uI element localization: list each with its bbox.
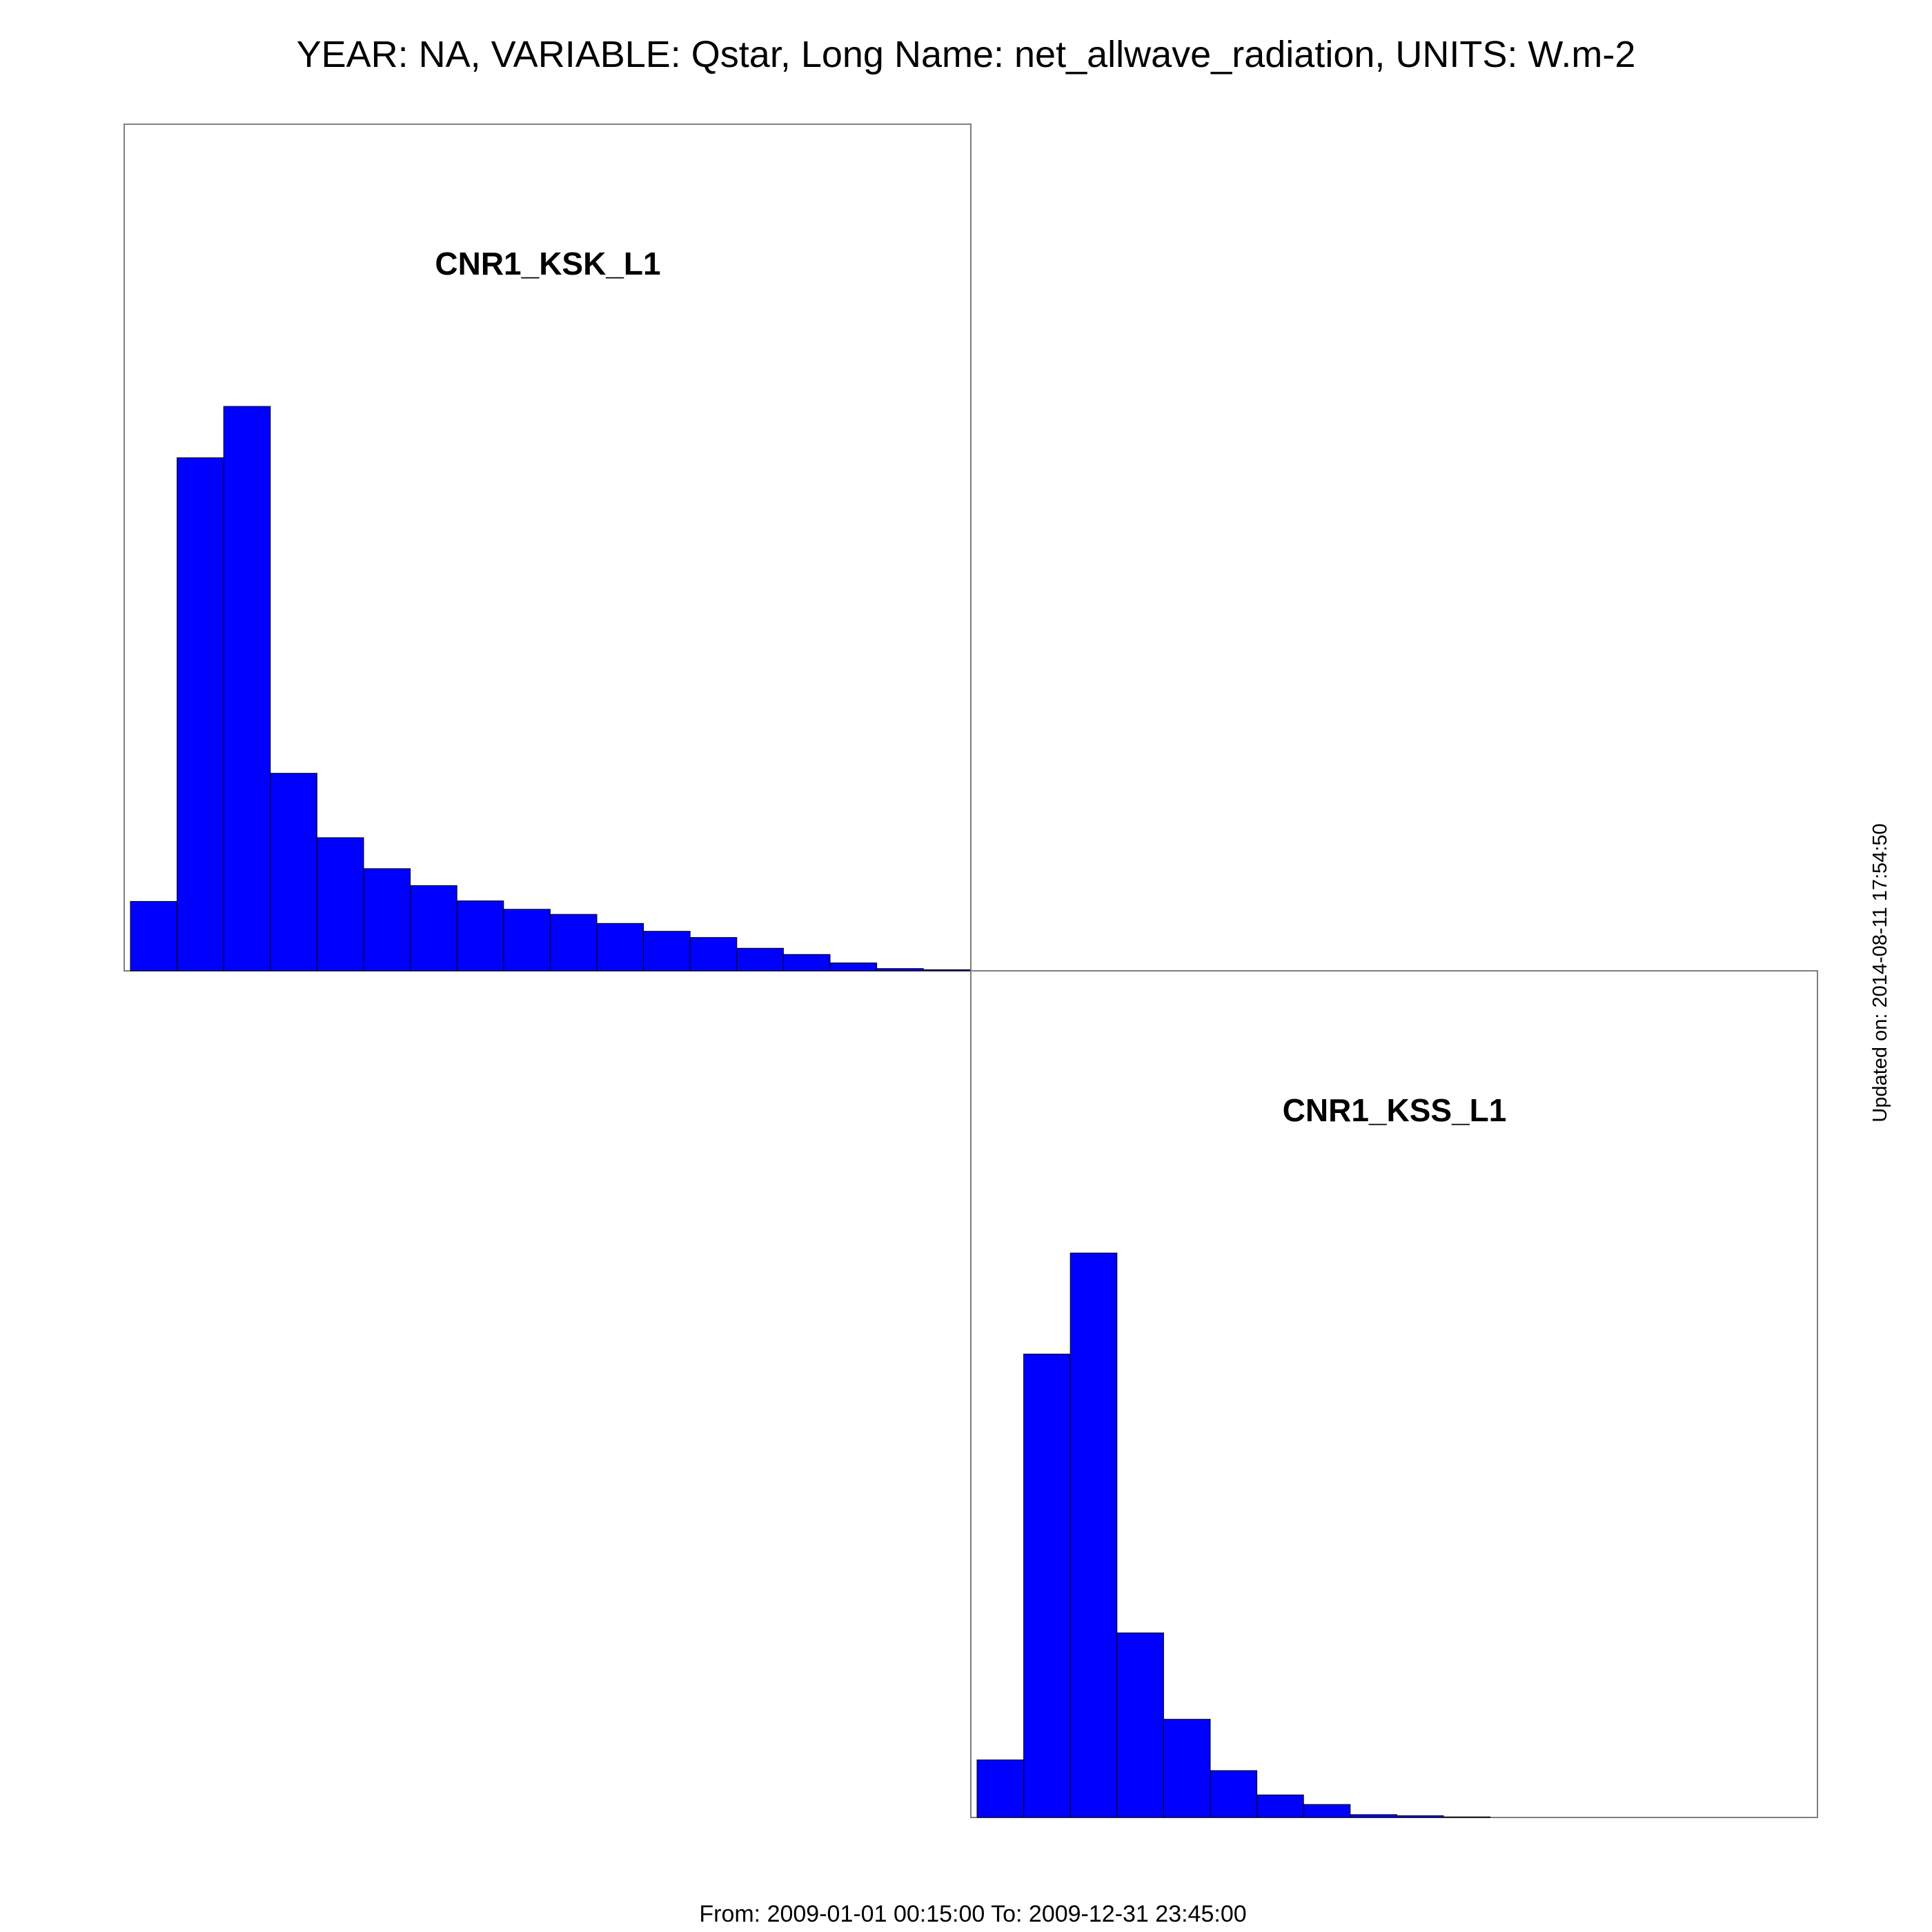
histogram-bar xyxy=(1116,1633,1164,1818)
histogram-bar xyxy=(177,457,224,972)
panel-cnr1-kss-l1: CNR1_KSS_L1 xyxy=(970,970,1818,1818)
histogram-bar xyxy=(130,900,178,972)
panel-cnr1-ksk-l1: CNR1_KSK_L1 xyxy=(124,124,972,972)
histogram-bar xyxy=(270,773,317,972)
histogram-bar xyxy=(736,947,784,972)
histogram-bar xyxy=(456,900,504,972)
histogram-bar xyxy=(316,837,364,972)
histogram-bar xyxy=(503,909,551,972)
histogram-bar xyxy=(1163,1719,1211,1818)
histogram-bar xyxy=(1023,1353,1071,1818)
panel-1-bars xyxy=(130,406,971,972)
histogram-bar xyxy=(923,969,971,972)
panel-2-bars xyxy=(976,1252,1491,1818)
date-range-footer: From: 2009-01-01 00:15:00 To: 2009-12-31… xyxy=(699,1901,1246,1927)
histogram-bar xyxy=(876,968,924,972)
histogram-bar xyxy=(976,1759,1025,1818)
histogram-bar xyxy=(596,923,644,972)
histogram-bar xyxy=(1350,1814,1397,1818)
histogram-bar xyxy=(829,963,878,972)
panel-1-title: CNR1_KSK_L1 xyxy=(435,246,660,282)
histogram-bar xyxy=(1256,1794,1304,1818)
updated-timestamp: Updated on: 2014-08-11 17:54:50 xyxy=(1869,823,1891,1122)
histogram-bar xyxy=(1070,1252,1118,1818)
figure-title: YEAR: NA, VARIABLE: Qstar, Long Name: ne… xyxy=(297,34,1636,75)
histogram-bar xyxy=(549,914,598,972)
histogram-bar xyxy=(782,954,831,972)
histogram-bar xyxy=(1303,1804,1351,1818)
histogram-bar xyxy=(1210,1770,1258,1818)
histogram-bar xyxy=(689,937,738,972)
histogram-bar xyxy=(223,406,271,972)
histogram-bar xyxy=(410,885,457,972)
panel-2-title: CNR1_KSS_L1 xyxy=(1283,1092,1507,1128)
histogram-bar xyxy=(363,868,411,972)
histogram-bar xyxy=(643,931,691,972)
histogram-bar xyxy=(1396,1815,1444,1818)
